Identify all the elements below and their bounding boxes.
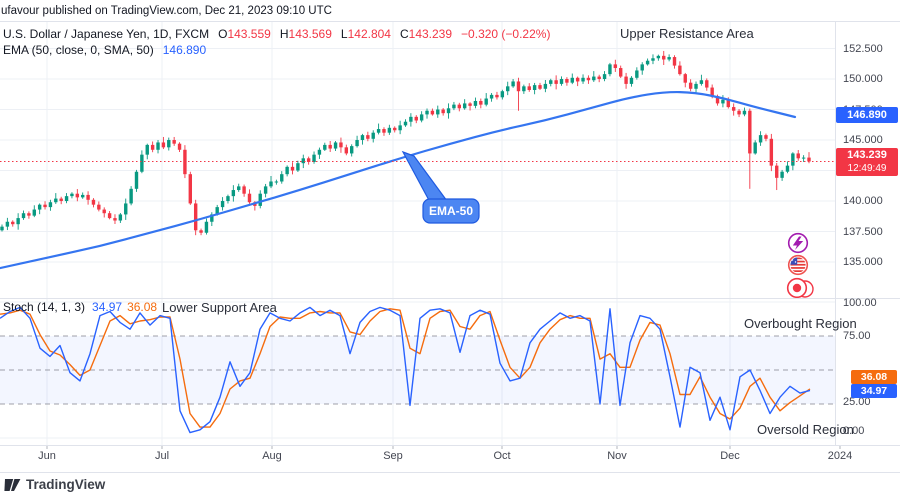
time-axis-label: Jun: [38, 450, 56, 462]
price-axis-label: 150.000: [843, 73, 883, 85]
overbought-region-annotation[interactable]: Overbought Region: [744, 316, 857, 331]
time-axis-label: 2024: [827, 450, 853, 462]
header-divider: [0, 21, 900, 22]
pane-divider[interactable]: [0, 298, 900, 299]
price-axis-divider: [835, 22, 836, 445]
price-axis-label: 145.000: [843, 134, 883, 146]
publish-line: ufavour published on TradingView.com, De…: [1, 5, 332, 17]
oversold-region-annotation[interactable]: Oversold Region: [757, 422, 854, 437]
stoch-d-value: 36.08: [127, 300, 158, 314]
stoch-k-value: 34.97: [92, 300, 123, 314]
ohlc-open: O143.559: [218, 27, 271, 41]
us-flag-event-icon[interactable]: [787, 254, 809, 276]
ema-legend[interactable]: EMA (50, close, 0, SMA, 50) 146.890: [3, 43, 206, 57]
time-axis-divider: [0, 445, 900, 446]
gridlines: [0, 22, 841, 449]
stoch-legend[interactable]: Stoch (14, 1, 3) 34.97 36.08: [3, 300, 157, 314]
stoch-axis-label: 75.00: [843, 330, 871, 342]
tradingview-logo-icon: [4, 478, 21, 491]
stoch-d-line[interactable]: [0, 308, 811, 428]
stoch-d-badge: 36.08: [851, 370, 897, 384]
ema-price-badge: 146.890: [836, 107, 898, 123]
ema-legend-value: 146.890: [162, 43, 207, 57]
tradingview-logo-text: TradingView: [26, 477, 106, 492]
stoch-legend-label: Stoch (14, 1, 3): [3, 300, 86, 314]
stoch-k-line[interactable]: [0, 306, 811, 434]
stoch-axis-label: 100.00: [843, 297, 877, 309]
ohlc-close: C143.239: [399, 27, 453, 41]
time-axis-label: Oct: [493, 450, 511, 462]
ema-line[interactable]: [0, 90, 797, 270]
lightning-event-icon[interactable]: [787, 232, 809, 254]
time-axis-label: Jul: [154, 450, 170, 462]
footer-divider: [0, 472, 900, 473]
ohlc-high: H143.569: [279, 27, 332, 41]
price-axis-label: 140.000: [843, 195, 883, 207]
ema-callout-label: EMA-50: [429, 204, 473, 218]
time-axis-label: Sep: [383, 450, 403, 462]
price-axis-label: 152.500: [843, 42, 883, 55]
lower-support-annotation[interactable]: Lower Support Area: [162, 300, 277, 315]
last-price-badge: 143.239 12:49:49: [836, 148, 898, 176]
record-event-icon[interactable]: [786, 277, 814, 299]
stoch-k-badge: 34.97: [851, 384, 897, 398]
last-price-value: 143.239: [847, 149, 887, 161]
symbol-title[interactable]: U.S. Dollar / Japanese Yen, 1D, FXCM: [3, 27, 210, 41]
symbol-legend[interactable]: U.S. Dollar / Japanese Yen, 1D, FXCM O143…: [3, 27, 550, 41]
ohlc-low: L142.804: [340, 27, 391, 41]
stoch-axis-label: 0.00: [843, 425, 865, 437]
time-axis-label: Nov: [607, 450, 627, 462]
price-axis-label: 137.500: [843, 225, 883, 238]
upper-resistance-annotation[interactable]: Upper Resistance Area: [620, 26, 754, 41]
bar-countdown: 12:49:49: [847, 163, 887, 174]
ema-callout[interactable]: EMA-50: [401, 150, 480, 224]
time-axis-label: Aug: [262, 450, 282, 462]
event-marker-icons[interactable]: [786, 232, 814, 299]
time-axis-label: Dec: [720, 450, 740, 462]
price-axis-label: 135.000: [843, 256, 883, 268]
ema-legend-label: EMA (50, close, 0, SMA, 50): [3, 43, 154, 57]
candles[interactable]: [0, 50, 811, 236]
tradingview-logo[interactable]: TradingView: [4, 477, 105, 492]
ema-callout-box: [422, 198, 480, 224]
stoch-axis-label: 25.00: [843, 396, 871, 408]
ema-callout-tail: [401, 150, 449, 205]
change-value: −0.320 (−0.22%): [461, 27, 551, 41]
